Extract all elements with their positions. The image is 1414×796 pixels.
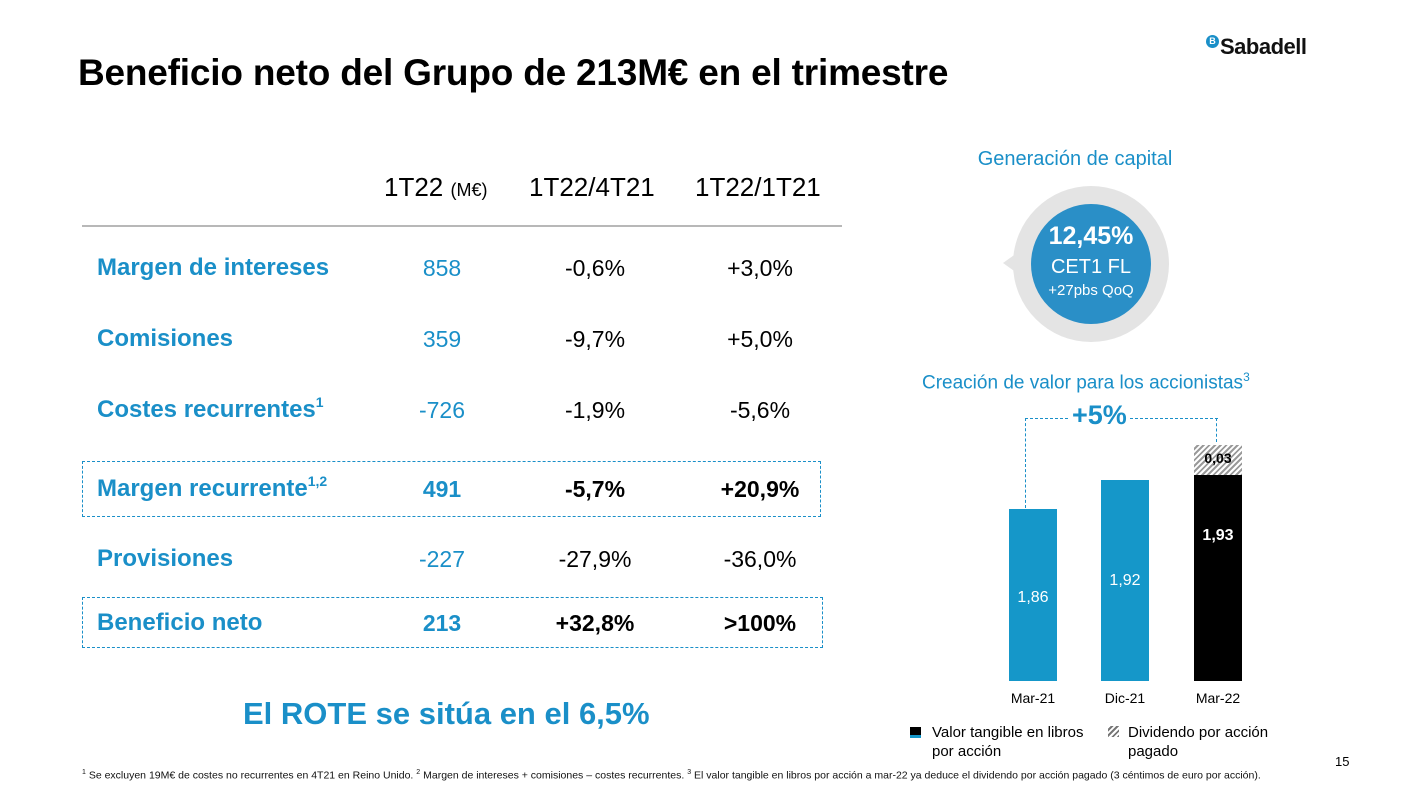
row-qoq: -5,7% [564, 476, 626, 502]
bar-mar-22: 1,93 [1194, 475, 1242, 681]
row-yoy: -5,6% [729, 397, 791, 423]
bar-label: 1,86 [1017, 589, 1049, 606]
row-qoq: -27,9% [558, 546, 632, 572]
row-label-costes-recurrentes: Costes recurrentes1 [97, 394, 324, 423]
capital-title: Generación de capital [977, 148, 1173, 170]
highlight-box-margen-recurrente [82, 461, 821, 517]
bar-label: 1,93 [1202, 527, 1234, 544]
row-value: 213 [422, 610, 462, 636]
row-yoy: +3,0% [727, 255, 793, 281]
highlight-box-beneficio-neto [82, 597, 823, 648]
growth-bracket-left [1025, 418, 1026, 508]
capital-bubble: 12,45% CET1 FL +27pbs QoQ [1031, 204, 1151, 324]
row-yoy: +5,0% [727, 326, 793, 352]
row-qoq: -9,7% [564, 326, 626, 352]
row-label-comisiones: Comisiones [97, 325, 234, 352]
row-value: -227 [418, 546, 466, 572]
legend-swatch-dividend [1108, 726, 1119, 737]
row-yoy: +20,9% [720, 476, 800, 502]
x-tick-label: Dic-21 [1104, 690, 1146, 706]
growth-annotation: +5% [1070, 400, 1129, 431]
x-tick-label: Mar-22 [1195, 690, 1241, 706]
growth-bracket-right [1216, 418, 1217, 442]
header-1t22-label: 1T22 [384, 172, 444, 202]
page-number: 15 [1335, 754, 1350, 769]
brand-name: Sabadell [1220, 34, 1307, 59]
row-label-beneficio-neto: Beneficio neto [97, 609, 263, 636]
row-value: -726 [418, 397, 466, 423]
header-qoq: 1T22/4T21 [529, 172, 655, 202]
row-qoq: +32,8% [555, 610, 635, 636]
header-divider [82, 225, 842, 227]
row-yoy: >100% [723, 610, 797, 636]
chart-title: Creación de valor para los accionistas3 [922, 370, 1250, 394]
row-qoq: -1,9% [564, 397, 626, 423]
sabadell-logo-icon: B [1206, 34, 1219, 48]
rote-statement: El ROTE se sitúa en el 6,5% [243, 696, 650, 731]
header-yoy: 1T22/1T21 [695, 172, 821, 202]
dividend-label: 0,03 [1204, 450, 1232, 466]
footnote-ref: 1,2 [307, 473, 328, 489]
bar-mar-21: 1,86 [1009, 509, 1057, 681]
row-label-margen-intereses: Margen de intereses [97, 254, 330, 281]
row-label-margen-recurrente: Margen recurrente1,2 [97, 473, 328, 502]
row-value: 858 [422, 255, 462, 281]
footnote: 1 Se excluyen 19M€ de costes no recurren… [82, 769, 1261, 782]
header-1t22-unit: (M€) [450, 180, 488, 200]
legend-swatch-book-value [910, 727, 921, 738]
row-yoy: -36,0% [723, 546, 797, 572]
header-1t22: 1T22 (M€) [384, 172, 488, 203]
page-title: Beneficio neto del Grupo de 213M€ en el … [78, 52, 949, 93]
cet1-metric: CET1 FL [1050, 256, 1132, 278]
row-value: 491 [422, 476, 462, 502]
legend-book-value: Valor tangible en libros por acción [932, 724, 1084, 760]
row-value: 359 [422, 326, 462, 352]
legend-dividend: Dividendo por acción pagado [1128, 724, 1269, 760]
cet1-change: +27pbs QoQ [1048, 282, 1134, 299]
brand-logo: B Sabadell [1206, 34, 1307, 60]
footnote-ref: 1 [315, 394, 324, 410]
bar-dic-21: 1,92 [1101, 480, 1149, 681]
footnote-ref: 3 [1243, 370, 1250, 384]
bar-dividend-mar-22: 0,03 [1194, 445, 1242, 475]
row-label-provisiones: Provisiones [97, 545, 234, 572]
cet1-value: 12,45% [1048, 222, 1134, 250]
bar-label: 1,92 [1109, 572, 1141, 589]
row-qoq: -0,6% [564, 255, 626, 281]
x-tick-label: Mar-21 [1010, 690, 1056, 706]
